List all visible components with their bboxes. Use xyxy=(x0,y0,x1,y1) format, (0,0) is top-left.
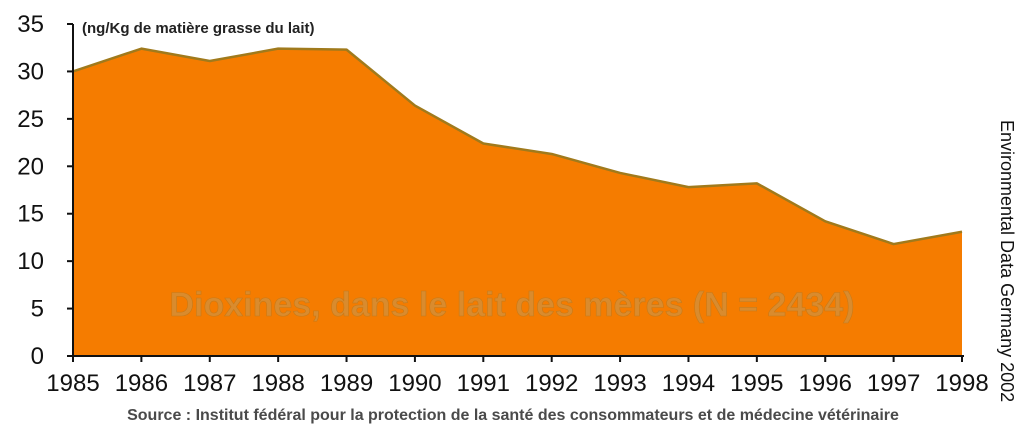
x-tick-label: 1996 xyxy=(799,370,852,397)
x-tick-label: 1992 xyxy=(525,370,578,397)
area-top-line xyxy=(72,47,963,246)
x-tick-label: 1994 xyxy=(662,370,715,397)
x-tick-label: 1985 xyxy=(46,370,99,397)
axis-layer xyxy=(67,23,964,362)
x-tick-label: 1988 xyxy=(251,370,304,397)
source-note: Source : Institut fédéral pour la protec… xyxy=(127,407,899,424)
x-tick-label: 1995 xyxy=(730,370,783,397)
x-tick-label: 1998 xyxy=(935,370,988,397)
y-tick-label: 25 xyxy=(17,106,44,133)
x-tick-label: 1990 xyxy=(388,370,441,397)
area-fill xyxy=(73,48,962,357)
x-tick-label: 1987 xyxy=(183,370,236,397)
y-tick-label: 5 xyxy=(31,296,44,323)
chart-title: Dioxines, dans le lait des mères (N = 24… xyxy=(169,286,854,324)
side-note: Environmental Data Germany 2002 xyxy=(997,120,1017,402)
y-tick-label: 20 xyxy=(17,153,44,180)
y-tick-label: 10 xyxy=(17,248,44,275)
x-tick-label: 1997 xyxy=(867,370,920,397)
x-tick-label: 1991 xyxy=(457,370,510,397)
x-tick-label: 1986 xyxy=(115,370,168,397)
x-tick-label: 1989 xyxy=(320,370,373,397)
x-tick-labels: 1985 1986 1987 1988 1989 1990 1991 1992 1993 1994… xyxy=(46,370,988,397)
y-tick-label: 0 xyxy=(31,343,44,370)
y-tick-label: 30 xyxy=(17,58,44,85)
area-layer xyxy=(72,47,963,357)
y-axis-unit-label: (ng/Kg de matière grasse du lait) xyxy=(82,20,315,37)
y-tick-label: 35 xyxy=(17,11,44,38)
y-tick-labels: 0 5 10 15 20 25 30 35 xyxy=(17,11,44,370)
y-tick-label: 15 xyxy=(17,201,44,228)
x-tick-label: 1993 xyxy=(593,370,646,397)
